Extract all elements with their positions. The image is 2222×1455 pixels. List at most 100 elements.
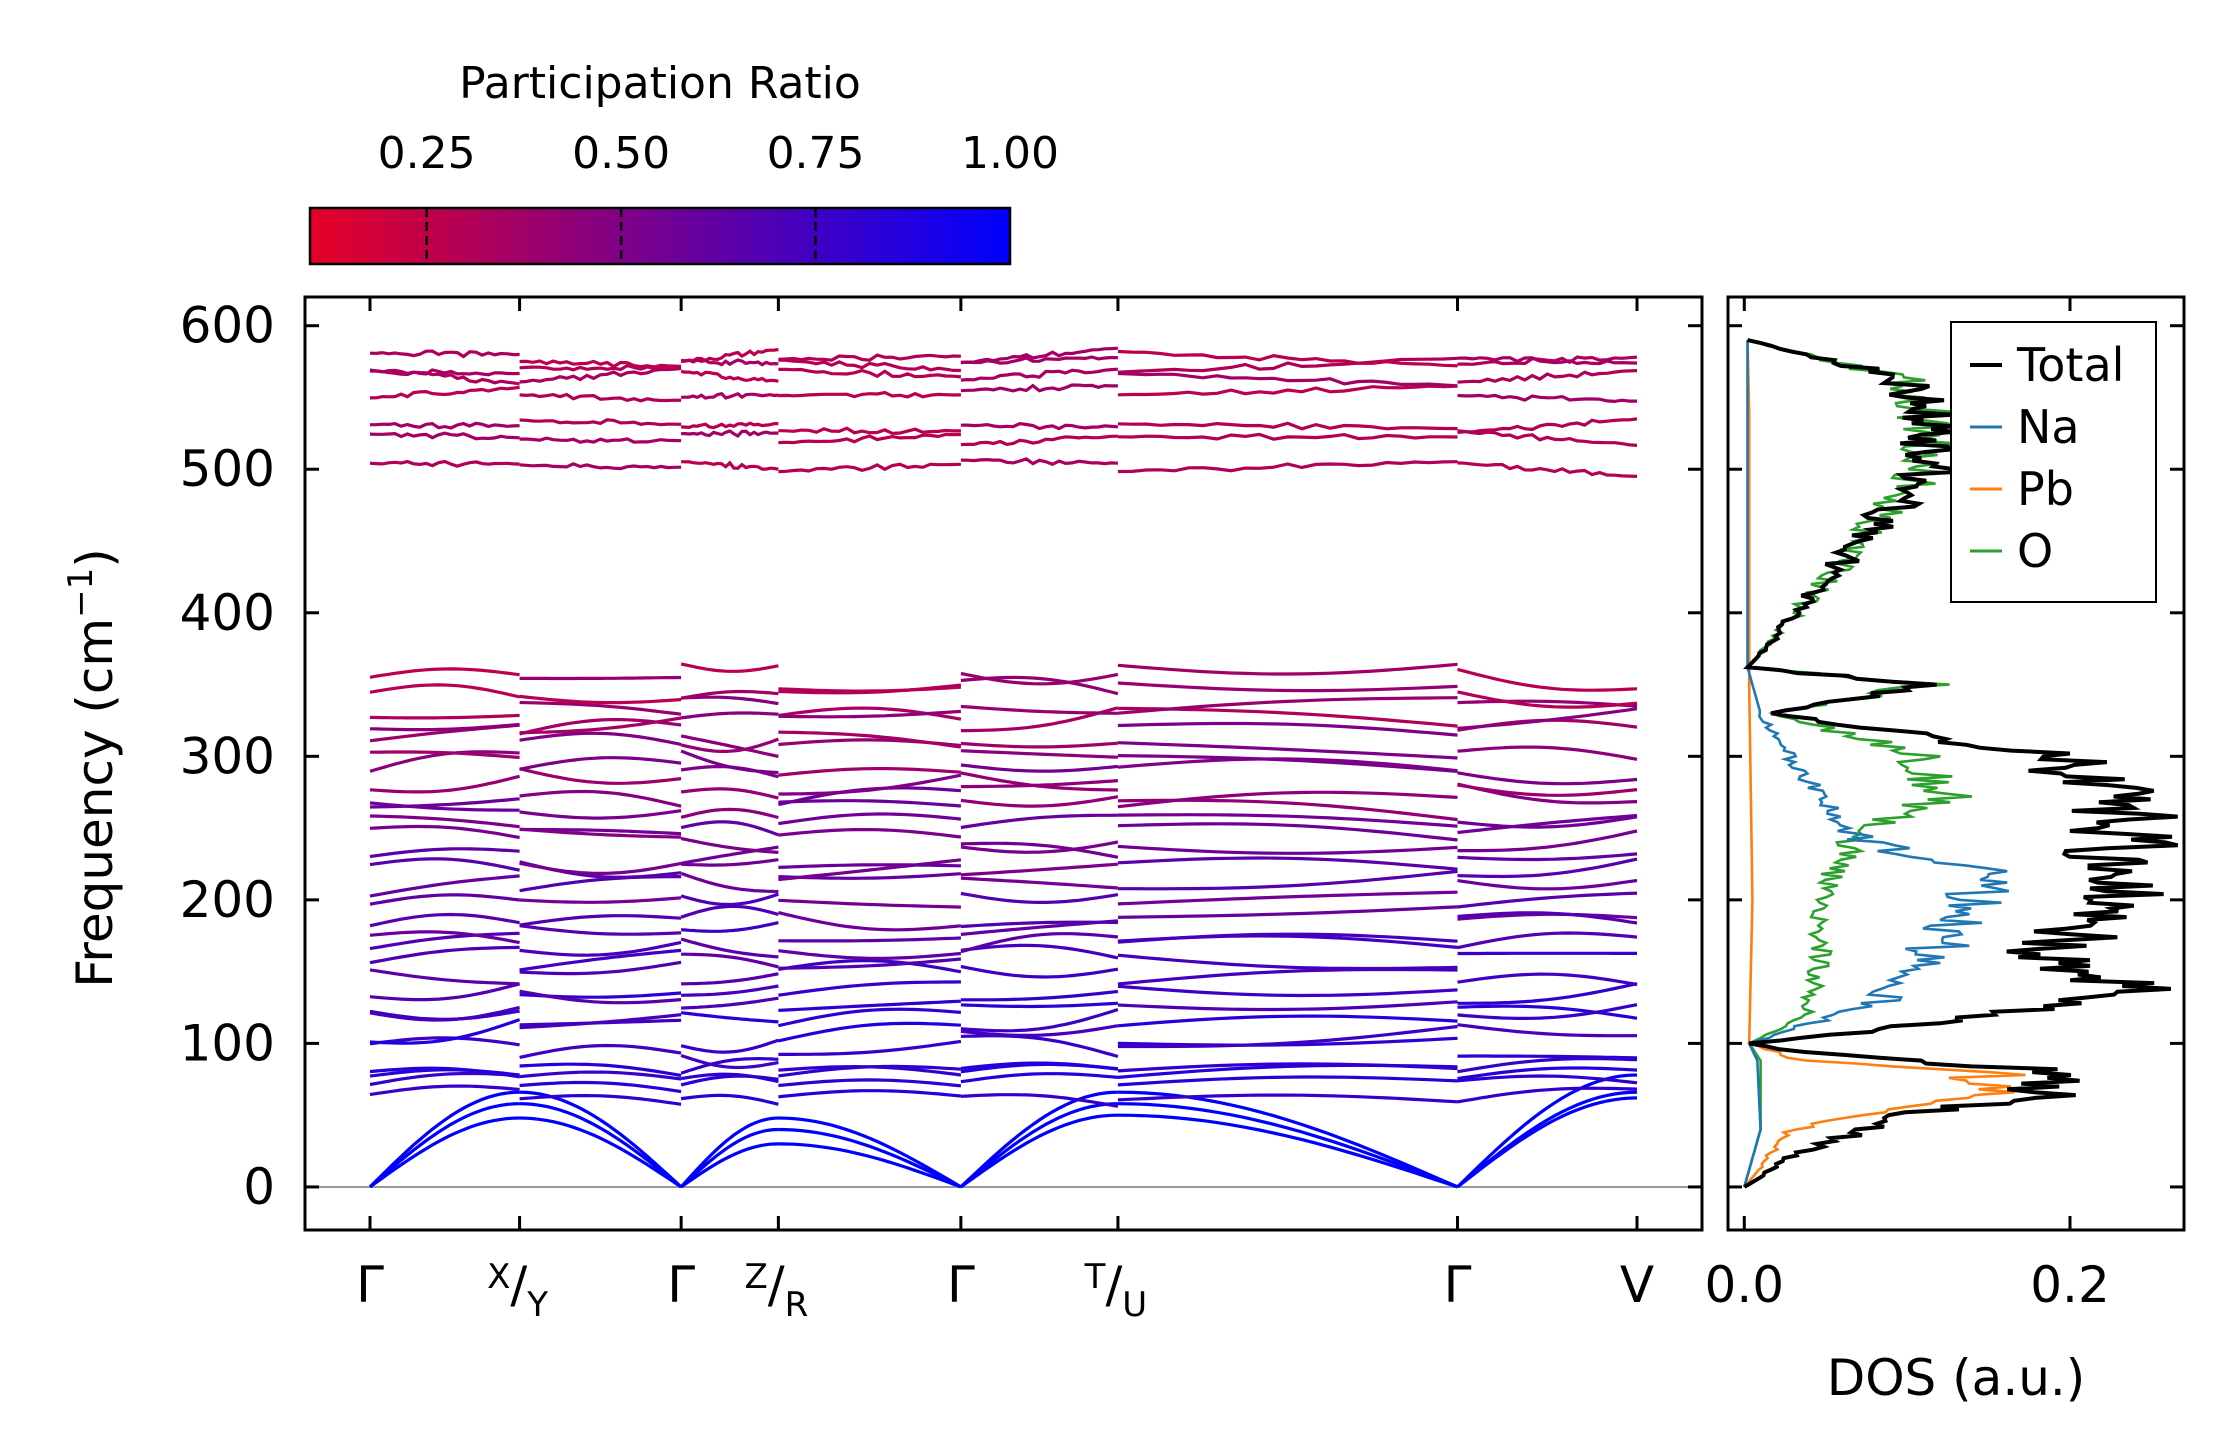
optical-band: [369, 1036, 520, 1047]
optical-band: [681, 972, 779, 986]
optical-band: [681, 858, 779, 867]
optical-band: [1117, 349, 1458, 368]
optical-band: [1117, 1024, 1458, 1049]
acoustic-branch: [519, 1102, 683, 1189]
colorbar: Participation Ratio 0.25 0.50 0.75 1.00: [308, 58, 1059, 266]
acoustic-branch: [680, 1142, 779, 1189]
optical-band: [519, 462, 682, 471]
x-tick-label: Γ: [356, 1256, 384, 1314]
optical-band: [369, 1071, 520, 1087]
optical-band: [680, 904, 779, 919]
x-tick-label-slash: /: [510, 1256, 527, 1314]
optical-band: [369, 945, 520, 965]
optical-band: [960, 891, 1119, 905]
optical-band: [960, 1001, 1118, 1009]
band-axes-frame: [303, 295, 1704, 1232]
optical-band: [680, 369, 779, 383]
optical-band: [680, 1056, 779, 1075]
optical-band: [519, 948, 682, 972]
legend-label-pb: Pb: [2017, 462, 2074, 516]
optical-band: [369, 1084, 520, 1097]
optical-band: [960, 813, 1118, 830]
legend-frame: [1950, 321, 2157, 603]
acoustic-branch: [959, 1113, 1118, 1189]
y-tick-label: 300: [180, 727, 275, 785]
optical-band: [1457, 356, 1638, 366]
optical-band: [1457, 1066, 1638, 1081]
optical-band: [519, 716, 682, 735]
x-tick-label-slash: /: [1105, 1256, 1122, 1314]
optical-band: [369, 847, 520, 859]
x-tick-label: Γ: [1444, 1256, 1472, 1314]
optical-band: [1457, 813, 1638, 835]
optical-band: [1457, 857, 1638, 879]
optical-band: [519, 359, 682, 369]
dos-x-tick-label: 0.2: [2030, 1256, 2110, 1314]
colorbar-tick-label: 0.75: [767, 128, 865, 179]
optical-band: [1117, 856, 1458, 871]
optical-band: [681, 347, 779, 363]
y-tick-label: 600: [180, 297, 275, 355]
optical-band: [1457, 745, 1638, 761]
optical-band: [680, 689, 779, 700]
optical-band: [1457, 972, 1638, 987]
optical-band: [519, 418, 682, 427]
optical-band: [369, 874, 520, 898]
optical-band: [680, 892, 779, 907]
optical-band: [519, 756, 682, 771]
optical-band: [369, 667, 520, 679]
optical-band: [778, 1089, 962, 1099]
acoustic-branch: [680, 1127, 779, 1189]
colorbar-gradient: [308, 206, 1012, 266]
optical-band: [680, 1053, 779, 1070]
optical-band: [369, 385, 520, 400]
optical-band: [1457, 707, 1638, 730]
optical-band: [960, 1093, 1119, 1108]
optical-band: [370, 750, 520, 760]
optical-band: [960, 749, 1118, 759]
optical-band: [369, 713, 520, 720]
optical-band: [1117, 432, 1458, 441]
optical-band: [519, 731, 682, 746]
x-tick-label-sup: T: [1084, 1257, 1106, 1297]
x-tick-label: V: [1620, 1256, 1654, 1314]
optical-band: [1117, 1000, 1458, 1012]
acoustic-branch: [778, 1142, 962, 1189]
optical-band: [778, 367, 962, 379]
optical-band: [1457, 1054, 1638, 1060]
optical-band: [681, 391, 779, 400]
acoustic-branch: [1456, 1073, 1638, 1189]
optical-band: [960, 932, 1119, 954]
optical-band: [778, 462, 961, 474]
y-axis-label-close: ): [66, 548, 124, 568]
optical-band: [1117, 1036, 1458, 1047]
optical-band: [1117, 1093, 1458, 1104]
dos-x-tick-label: 0.0: [1705, 1256, 1785, 1314]
colorbar-tick-label: 1.00: [961, 128, 1059, 179]
optical-band: [778, 1007, 962, 1028]
optical-band: [519, 675, 682, 681]
optical-band: [1117, 932, 1458, 944]
optical-band: [960, 795, 1119, 808]
optical-band: [1457, 911, 1638, 925]
optical-band: [778, 799, 962, 808]
acoustic-branch: [369, 1116, 520, 1189]
optical-band: [369, 774, 520, 794]
optical-band: [778, 827, 962, 839]
optical-band: [681, 996, 779, 1010]
optical-band: [369, 1066, 520, 1079]
optical-band: [778, 812, 962, 826]
optical-band: [519, 1062, 682, 1078]
optical-band: [680, 921, 779, 933]
x-tick-label-sup: Z: [744, 1257, 767, 1297]
optical-band: [1117, 1075, 1458, 1087]
legend-label-na: Na: [2017, 400, 2080, 454]
y-tick-label: 200: [180, 871, 275, 929]
dos-x-axis-label: DOS (a.u.): [1827, 1349, 2086, 1407]
acoustic-branch: [778, 1116, 962, 1189]
dos-axes-frame: [1726, 295, 2186, 1232]
optical-band: [1457, 1003, 1638, 1021]
optical-band: [680, 871, 779, 894]
